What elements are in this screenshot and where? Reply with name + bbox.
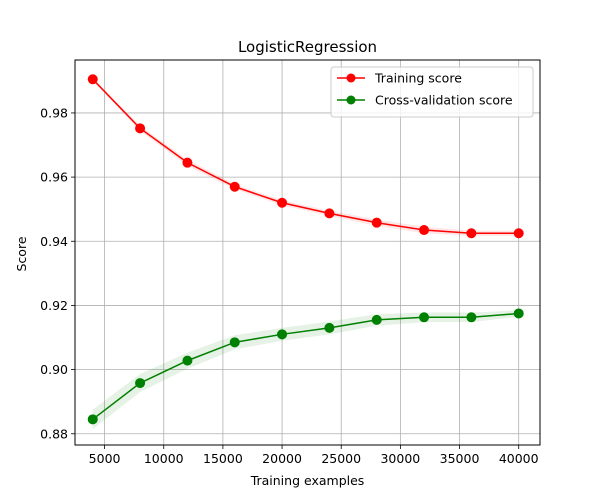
training-score-point — [419, 225, 430, 236]
grid-lines — [75, 60, 540, 445]
y-tick-label: 0.90 — [40, 362, 68, 377]
cross-validation-score-point — [135, 378, 146, 389]
training-score-band — [92, 77, 519, 236]
x-axis-label: Training examples — [250, 473, 365, 488]
cross-validation-score-point — [277, 329, 288, 340]
x-tick-label: 30000 — [380, 451, 420, 466]
training-score-line — [92, 78, 519, 234]
cross-validation-score-point — [324, 322, 335, 333]
training-score-point — [229, 181, 240, 192]
legend-training-score-marker — [346, 73, 356, 83]
score-bands — [92, 77, 519, 429]
x-tick-label: 5000 — [89, 451, 121, 466]
cross-validation-score-point — [87, 414, 98, 425]
y-tick-label: 0.92 — [40, 298, 68, 313]
x-tick-label: 40000 — [499, 451, 539, 466]
x-tick-label: 10000 — [144, 451, 184, 466]
x-tick-label: 35000 — [440, 451, 480, 466]
y-tick-label: 0.96 — [40, 170, 68, 185]
x-tick-label: 15000 — [203, 451, 243, 466]
legend-training-score-label: Training score — [374, 71, 462, 86]
y-axis-ticks: 0.88 0.90 0.92 0.94 0.96 0.98 — [40, 105, 75, 441]
cross-validation-score-point — [466, 312, 477, 323]
y-tick-label: 0.94 — [40, 234, 68, 249]
cross-validation-score-band — [92, 310, 519, 429]
training-score-point — [277, 197, 288, 208]
cross-validation-score-line — [92, 312, 519, 420]
training-score-point — [513, 228, 524, 239]
chart-title: LogisticRegression — [238, 38, 377, 56]
y-tick-label: 0.88 — [40, 426, 68, 441]
training-score-point — [371, 217, 382, 228]
x-tick-label: 25000 — [321, 451, 361, 466]
training-score-point — [87, 74, 98, 85]
y-axis-label: Score — [14, 236, 29, 271]
cross-validation-score-point — [182, 355, 193, 366]
legend-cross-validation-score-label: Cross-validation score — [375, 93, 513, 108]
cross-validation-score-point — [513, 308, 524, 319]
x-tick-label: 20000 — [262, 451, 302, 466]
legend-box — [330, 66, 534, 118]
cross-validation-score-point — [229, 337, 240, 348]
legend: Training score Cross-validation score — [330, 66, 534, 118]
series-lines — [92, 78, 519, 420]
legend-cross-validation-score-marker — [346, 95, 356, 105]
y-tick-label: 0.98 — [40, 105, 68, 120]
plot-frame — [74, 59, 541, 446]
training-score-point — [324, 208, 335, 219]
training-score-point — [182, 157, 193, 168]
training-score-point — [466, 228, 477, 239]
cross-validation-score-point — [371, 314, 382, 325]
x-axis-ticks: 5000 10000 15000 20000 25000 30000 35000 40000 — [89, 445, 539, 466]
series-markers — [87, 74, 524, 425]
training-score-point — [135, 123, 146, 134]
cross-validation-score-point — [419, 312, 430, 323]
